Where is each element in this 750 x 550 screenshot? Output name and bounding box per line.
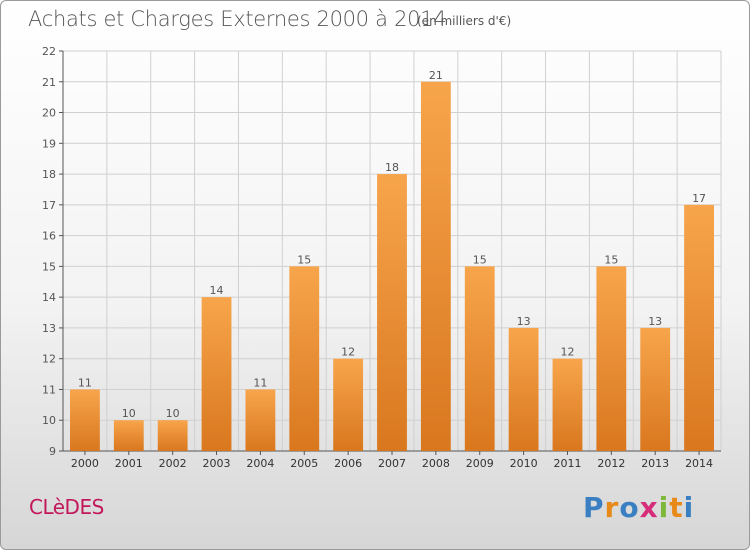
x-tick-label: 2011 <box>553 457 581 470</box>
bar-chart: 9 10 11 12 13 14 15 16 17 18 19 20 21 22 2000 2001 2002 2… <box>42 45 722 470</box>
data-label: 14 <box>210 284 224 297</box>
x-tick-label: 2009 <box>466 457 494 470</box>
x-tick-label: 2014 <box>685 457 713 470</box>
data-label: 17 <box>692 192 706 205</box>
bar-2005 <box>289 266 320 451</box>
logo-letter: P <box>583 491 605 524</box>
logo-letter: r <box>604 491 620 524</box>
logo-letter: i <box>683 491 695 524</box>
bar-2012 <box>596 266 627 451</box>
y-tick-label: 11 <box>42 383 56 396</box>
data-label: 18 <box>385 161 399 174</box>
data-label: 13 <box>648 315 662 328</box>
y-tick-label: 13 <box>42 322 56 335</box>
bar-2004 <box>245 389 276 451</box>
proxiti-logo: Proxiti <box>583 491 694 524</box>
bar-2000 <box>70 389 100 451</box>
bars <box>70 81 714 452</box>
x-tick-label: 2010 <box>510 457 538 470</box>
x-tick-label: 2003 <box>203 457 231 470</box>
y-tick-label: 15 <box>42 260 56 273</box>
place-name: CLèDES <box>29 495 104 519</box>
chart-title: Achats et Charges Externes 2000 à 2014 <box>28 7 447 31</box>
bar-2008 <box>420 81 451 452</box>
bar-2002 <box>157 420 188 451</box>
logo-letter: t <box>669 491 684 524</box>
data-label: 15 <box>604 253 618 266</box>
bar-2010 <box>508 327 539 451</box>
x-tick-label: 2012 <box>597 457 625 470</box>
y-tick-label: 17 <box>42 199 56 212</box>
x-tick-label: 2004 <box>246 457 274 470</box>
bar-2006 <box>333 358 364 451</box>
x-tick-label: 2008 <box>422 457 450 470</box>
chart-subtitle: (en milliers d'€) <box>417 14 512 28</box>
y-tick-label: 16 <box>42 230 56 243</box>
bar-2003 <box>201 297 232 451</box>
y-tick-label: 21 <box>42 76 56 89</box>
data-label: 10 <box>166 407 180 420</box>
x-tick-label: 2000 <box>71 457 99 470</box>
bar-2014 <box>684 204 714 451</box>
x-tick-label: 2001 <box>115 457 143 470</box>
x-tick-label: 2006 <box>334 457 362 470</box>
y-tick-label: 10 <box>42 414 56 427</box>
y-tick-label: 19 <box>42 137 56 150</box>
data-label: 11 <box>253 376 267 389</box>
x-tick-label: 2013 <box>641 457 669 470</box>
data-label: 13 <box>517 315 531 328</box>
bar-2011 <box>552 358 583 451</box>
logo-letter: o <box>619 491 640 524</box>
y-tick-label: 20 <box>42 107 56 120</box>
data-label: 21 <box>429 69 443 82</box>
data-label: 15 <box>297 253 311 266</box>
y-tick-label: 9 <box>49 445 56 458</box>
bar-2009 <box>464 266 495 451</box>
y-tick-label: 22 <box>42 45 56 58</box>
data-label: 11 <box>78 376 92 389</box>
y-tick-label: 12 <box>42 353 56 366</box>
x-tick-label: 2005 <box>290 457 318 470</box>
data-labels: 11 10 10 14 11 15 12 18 21 15 13 12 15 13 17 <box>78 69 706 420</box>
y-tick-label: 14 <box>42 291 56 304</box>
data-label: 12 <box>341 346 355 359</box>
logo-letter: i <box>658 491 670 524</box>
axes: 9 10 11 12 13 14 15 16 17 18 19 20 21 22 2000 2001 2002 2… <box>42 45 721 470</box>
x-tick-label: 2007 <box>378 457 406 470</box>
logo-letter: x <box>639 491 659 524</box>
bar-2007 <box>377 174 407 452</box>
bar-2001 <box>113 420 144 451</box>
x-tick-label: 2002 <box>159 457 187 470</box>
data-label: 10 <box>122 407 136 420</box>
y-tick-label: 18 <box>42 168 56 181</box>
data-label: 15 <box>473 253 487 266</box>
bar-2013 <box>640 327 671 451</box>
data-label: 12 <box>560 346 574 359</box>
